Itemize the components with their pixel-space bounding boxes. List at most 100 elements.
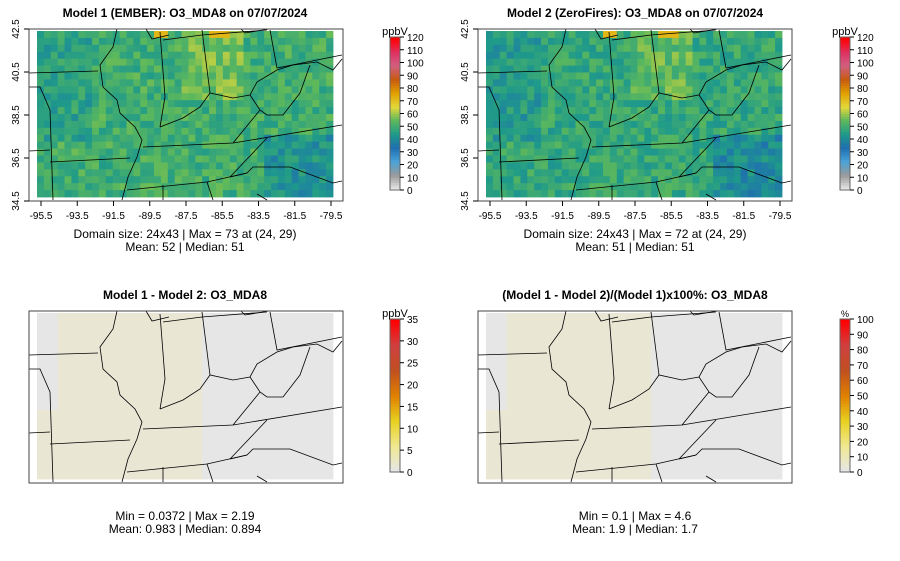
grid-cell — [64, 465, 72, 473]
grid-cell — [78, 141, 86, 149]
grid-cell — [644, 93, 652, 101]
grid-cell — [658, 79, 666, 87]
grid-cell — [319, 472, 327, 480]
grid-cell — [264, 51, 272, 60]
grid-cell — [236, 51, 244, 60]
grid-cell — [305, 93, 313, 101]
panel-stats-line2: Mean: 0.983 | Median: 0.894 — [108, 522, 262, 536]
grid-cell — [568, 100, 576, 108]
grid-cell — [167, 134, 176, 143]
grid-cell — [671, 313, 680, 321]
grid-cell — [554, 409, 563, 418]
grid-cell — [126, 86, 134, 94]
panel-stats-line1: Domain size: 24x43 | Max = 72 at (24, 29… — [523, 227, 747, 241]
grid-cell — [271, 340, 279, 348]
grid-cell — [754, 347, 762, 355]
grid-cell — [720, 107, 728, 115]
grid-cell — [257, 472, 265, 480]
grid-cell — [174, 176, 182, 184]
grid-cell — [209, 51, 217, 60]
grid-cell — [568, 58, 576, 66]
grid-cell — [98, 58, 107, 66]
grid-cell — [291, 333, 299, 342]
grid-cell — [486, 148, 494, 156]
colorbar-segment — [390, 187, 400, 191]
grid-cell — [195, 190, 203, 198]
grid-cell — [147, 437, 155, 445]
grid-cell — [64, 190, 72, 198]
grid-cell — [37, 451, 45, 459]
grid-cell — [195, 114, 203, 122]
grid-cell — [733, 437, 742, 445]
grid-cell — [326, 354, 334, 362]
grid-cell — [188, 79, 196, 87]
grid-cell — [609, 430, 618, 438]
grid-cell — [582, 347, 590, 355]
grid-cell — [291, 176, 299, 184]
grid-cell — [506, 100, 514, 108]
grid-cell — [188, 141, 196, 149]
grid-cell — [651, 190, 659, 198]
grid-cell — [167, 169, 176, 177]
grid-cell — [140, 382, 148, 390]
grid-cell — [140, 134, 148, 143]
grid-cell — [561, 114, 570, 122]
grid-cell — [527, 402, 535, 411]
grid-cell — [520, 58, 528, 66]
colorbar-segment — [840, 172, 850, 176]
grid-cell — [105, 134, 114, 143]
grid-cell — [713, 72, 721, 80]
grid-cell — [243, 361, 251, 369]
grid-cell — [706, 93, 714, 101]
grid-cell — [57, 37, 65, 46]
grid-cell — [277, 354, 286, 362]
grid-cell — [222, 437, 231, 445]
grid-cell — [486, 375, 494, 383]
grid-cell — [651, 183, 659, 191]
grid-cell — [609, 347, 618, 355]
colorbar-segment — [390, 423, 400, 427]
grid-cell — [85, 134, 93, 143]
grid-cell — [609, 58, 618, 66]
colorbar-segment — [390, 451, 400, 455]
grid-cell — [527, 155, 535, 163]
y-tick-label: 42.5 — [460, 19, 471, 39]
grid-cell — [547, 347, 556, 355]
grid-cell — [671, 354, 680, 362]
grid-cell — [658, 65, 666, 73]
grid-cell — [119, 319, 127, 328]
grid-cell — [623, 472, 631, 480]
grid-cell — [754, 120, 762, 129]
grid-cell — [195, 65, 203, 73]
grid-cell — [554, 44, 563, 53]
grid-cell — [298, 176, 306, 184]
x-tick-label: -81.5 — [283, 211, 306, 222]
panel-title: (Model 1 - Model 2)/(Model 1)x100%: O3_M… — [502, 288, 768, 302]
grid-cell — [699, 72, 707, 80]
grid-cell — [229, 389, 238, 397]
grid-cell — [195, 93, 203, 101]
grid-cell — [181, 396, 189, 404]
grid-cell — [119, 347, 127, 355]
grid-cell — [229, 368, 238, 376]
grid-cell — [188, 93, 196, 101]
grid-cell — [534, 402, 542, 411]
colorbar-segment — [840, 331, 850, 335]
grid-cell — [630, 361, 638, 369]
grid-cell — [215, 472, 224, 480]
grid-cell — [85, 190, 93, 198]
grid-cell — [685, 37, 693, 46]
grid-cell — [575, 162, 583, 170]
grid-cell — [678, 120, 687, 129]
grid-cell — [236, 72, 244, 80]
grid-cell — [215, 396, 224, 404]
grid-cell — [589, 162, 597, 170]
colorbar-segment — [840, 454, 850, 458]
grid-cell — [486, 72, 494, 80]
grid-cell — [678, 402, 687, 411]
grid-cell — [541, 465, 549, 473]
grid-cell — [112, 86, 121, 94]
grid-cell — [312, 347, 320, 355]
grid-cell — [98, 169, 107, 177]
colorbar-tick-label: 60 — [857, 110, 869, 121]
